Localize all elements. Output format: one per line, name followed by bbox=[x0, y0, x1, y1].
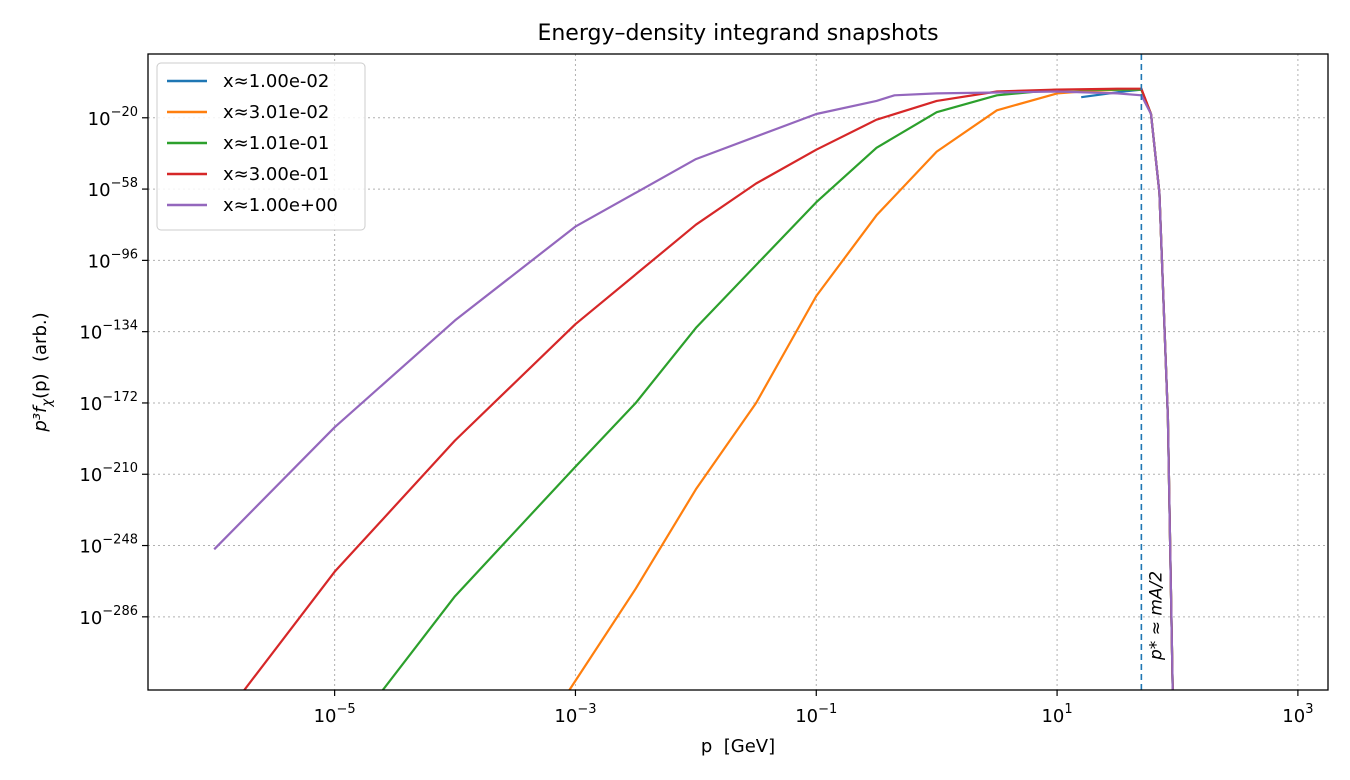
plot-frame bbox=[147, 53, 1329, 691]
chart-title: Energy–density integrand snapshots bbox=[537, 21, 938, 46]
y-axis-label-tail: (p) (arb.) bbox=[30, 312, 51, 399]
y-axis-label: p³fχ(p) (arb.) bbox=[30, 312, 55, 432]
series-line-4 bbox=[213, 90, 1174, 690]
y-tick-base: 10 bbox=[79, 537, 102, 558]
x-tick-label: 10−1 bbox=[795, 702, 837, 727]
legend-entry-3: x≈3.00e-01 bbox=[223, 164, 329, 185]
y-tick-base: 10 bbox=[88, 109, 111, 130]
x-tick-base: 10 bbox=[554, 706, 577, 727]
x-tick-exp: 3 bbox=[1305, 702, 1313, 717]
y-tick-exp: −20 bbox=[111, 105, 138, 120]
legend-entry-1: x≈3.01e-02 bbox=[223, 102, 329, 123]
y-tick-label: 10−58 bbox=[88, 176, 138, 201]
y-tick-base: 10 bbox=[88, 180, 111, 201]
y-tick-label: 10−134 bbox=[79, 319, 138, 344]
x-axis-label: p [GeV] bbox=[701, 736, 775, 757]
x-tick-base: 10 bbox=[795, 706, 818, 727]
legend: x≈1.00e-02 x≈3.01e-02 x≈1.01e-01 x≈3.00e-01… bbox=[156, 62, 366, 231]
x-tick-label: 103 bbox=[1282, 702, 1313, 727]
y-tick-label: 10−286 bbox=[79, 604, 138, 629]
y-tick-label: 10−96 bbox=[88, 247, 138, 272]
y-tick-label: 10−210 bbox=[79, 461, 138, 486]
y-tick-exp: −248 bbox=[102, 533, 138, 548]
y-axis-label-main: p³f bbox=[30, 404, 51, 433]
vline-label: p* ≈ mA/2 bbox=[1146, 571, 1166, 661]
series-line-2 bbox=[381, 88, 1174, 690]
y-tick-exp: −58 bbox=[111, 176, 138, 191]
x-tick-exp: 1 bbox=[1064, 702, 1072, 717]
x-tick-label: 101 bbox=[1041, 702, 1072, 727]
y-axis-label-sub: χ bbox=[40, 398, 55, 408]
x-tick-exp: −1 bbox=[818, 702, 837, 717]
y-tick-label: 10−172 bbox=[79, 390, 138, 415]
series-line-3 bbox=[243, 87, 1174, 690]
y-tick-label: 10−248 bbox=[79, 533, 138, 558]
legend-entry-4: x≈1.00e+00 bbox=[223, 195, 338, 216]
legend-entry-2: x≈1.01e-01 bbox=[223, 133, 329, 154]
x-axis: 10−5 10−3 10−1 101 103 bbox=[314, 690, 1313, 727]
x-tick-base: 10 bbox=[1041, 706, 1064, 727]
legend-entry-0: x≈1.00e-02 bbox=[223, 71, 329, 92]
y-axis: 10−2010−5810−9610−13410−17210−21010−2481… bbox=[79, 105, 148, 629]
y-tick-exp: −172 bbox=[102, 390, 138, 405]
y-tick-exp: −96 bbox=[111, 247, 138, 262]
x-tick-label: 10−5 bbox=[314, 702, 356, 727]
x-tick-label: 10−3 bbox=[554, 702, 596, 727]
y-tick-exp: −210 bbox=[102, 461, 138, 476]
y-tick-label: 10−20 bbox=[88, 105, 138, 130]
x-tick-base: 10 bbox=[1282, 706, 1305, 727]
x-tick-exp: −5 bbox=[336, 702, 355, 717]
y-tick-base: 10 bbox=[88, 251, 111, 272]
y-tick-exp: −134 bbox=[102, 319, 138, 334]
x-tick-base: 10 bbox=[314, 706, 337, 727]
legend-box bbox=[156, 62, 366, 231]
y-tick-base: 10 bbox=[79, 465, 102, 486]
x-tick-exp: −3 bbox=[577, 702, 596, 717]
plot-area bbox=[213, 87, 1174, 690]
y-tick-base: 10 bbox=[79, 323, 102, 344]
y-tick-base: 10 bbox=[79, 608, 102, 629]
y-tick-base: 10 bbox=[79, 394, 102, 415]
y-tick-exp: −286 bbox=[102, 604, 138, 619]
